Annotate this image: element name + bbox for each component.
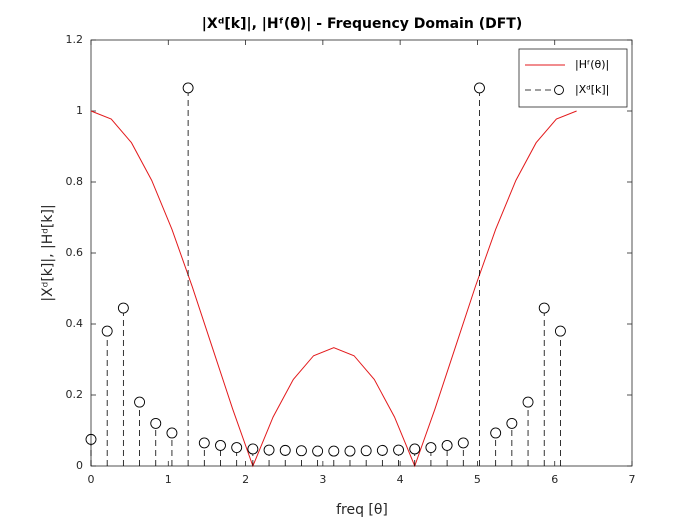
stem-marker bbox=[376, 444, 388, 456]
stem-marker bbox=[198, 437, 210, 449]
y-tick-label: 0.6 bbox=[66, 246, 84, 259]
stem-marker bbox=[538, 302, 550, 314]
stem-marker bbox=[247, 443, 259, 455]
stem-marker bbox=[263, 444, 275, 456]
x-tick-label: 5 bbox=[474, 473, 481, 486]
legend-label: |Xᵈ[k]| bbox=[575, 83, 609, 96]
stem-marker bbox=[295, 445, 307, 457]
x-axis-label: freq [θ] bbox=[336, 502, 388, 518]
y-tick-label: 0.8 bbox=[66, 175, 84, 188]
stem-marker bbox=[117, 302, 129, 314]
stem-marker bbox=[215, 439, 226, 451]
legend-swatch bbox=[554, 85, 564, 95]
x-tick-label: 4 bbox=[397, 473, 404, 486]
stem-marker bbox=[474, 82, 485, 94]
x-tick-label: 3 bbox=[319, 473, 326, 486]
plot-area bbox=[90, 39, 633, 467]
stem-marker bbox=[231, 442, 243, 453]
stem-marker bbox=[425, 442, 437, 453]
stem-marker bbox=[344, 445, 356, 457]
y-axis-label: |Xᵈ[k]|, |Hᵈ[k]| bbox=[40, 204, 56, 301]
stem-marker bbox=[182, 82, 194, 94]
legend-label: |Hᶠ(θ)| bbox=[575, 58, 609, 71]
stem-marker bbox=[85, 433, 97, 445]
y-tick-label: 0.2 bbox=[66, 388, 84, 401]
stem-marker bbox=[490, 427, 502, 439]
stem-marker bbox=[409, 443, 421, 455]
stem-marker bbox=[554, 325, 566, 337]
stem-marker bbox=[134, 396, 146, 408]
stem-marker bbox=[393, 444, 405, 456]
stem-marker bbox=[360, 445, 372, 457]
x-tick-label: 0 bbox=[88, 473, 95, 486]
stem-marker bbox=[312, 445, 324, 457]
y-tick-label: 0 bbox=[76, 459, 83, 472]
line-series bbox=[90, 110, 577, 468]
y-tick-label: 1 bbox=[76, 104, 83, 117]
x-tick-label: 7 bbox=[629, 473, 636, 486]
x-tick-label: 1 bbox=[165, 473, 172, 486]
stem-marker bbox=[279, 444, 291, 456]
stem-marker bbox=[506, 417, 518, 429]
y-tick-label: 0.4 bbox=[66, 317, 84, 330]
stem-marker bbox=[150, 417, 162, 429]
chart-title: |Xᵈ[k]|, |Hᶠ(θ)| - Frequency Domain (DFT… bbox=[202, 16, 522, 32]
stem-marker bbox=[101, 325, 113, 337]
legend-box bbox=[518, 48, 628, 108]
stem-marker bbox=[328, 445, 340, 457]
x-tick-label: 2 bbox=[242, 473, 249, 486]
y-tick-label: 1.2 bbox=[66, 33, 84, 46]
x-tick-label: 6 bbox=[551, 473, 558, 486]
stem-marker bbox=[522, 396, 534, 408]
stem-marker bbox=[441, 439, 453, 451]
stem-marker bbox=[166, 427, 178, 439]
stem-marker bbox=[457, 437, 469, 449]
